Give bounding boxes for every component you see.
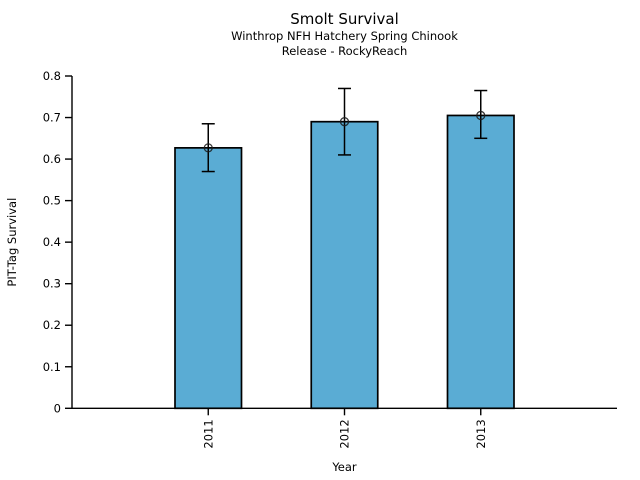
bar-2013 [446, 114, 515, 410]
x-tick-label-2012: 2012 [338, 419, 352, 448]
y-tick-label: 0.3 [43, 277, 61, 291]
chart-subtitle-line2: Release - RockyReach [281, 44, 408, 58]
x-axis-label: Year [331, 460, 357, 474]
y-tick-label: 0 [54, 401, 61, 415]
y-tick-label: 0.4 [43, 235, 61, 249]
y-tick-label: 0.7 [43, 111, 61, 125]
x-tick-label-2013: 2013 [474, 419, 488, 448]
y-tick-label: 0.1 [43, 360, 61, 374]
chart-title: Smolt Survival [290, 10, 399, 28]
bar-2011 [174, 147, 243, 410]
y-tick-label: 0.5 [43, 194, 61, 208]
point-marker-2013 [476, 110, 486, 121]
y-axis-label: PIT-Tag Survival [5, 198, 19, 287]
bar-2012 [310, 120, 379, 410]
point-marker-2012 [339, 117, 350, 127]
y-tick-label: 0.6 [43, 152, 61, 166]
y-tick-label: 0.2 [43, 318, 61, 332]
chart-subtitle-line1: Winthrop NFH Hatchery Spring Chinook [231, 29, 458, 43]
x-tick-label-2011: 2011 [201, 419, 215, 448]
point-marker-2011 [203, 143, 213, 153]
y-tick-label: 0.8 [43, 69, 61, 83]
